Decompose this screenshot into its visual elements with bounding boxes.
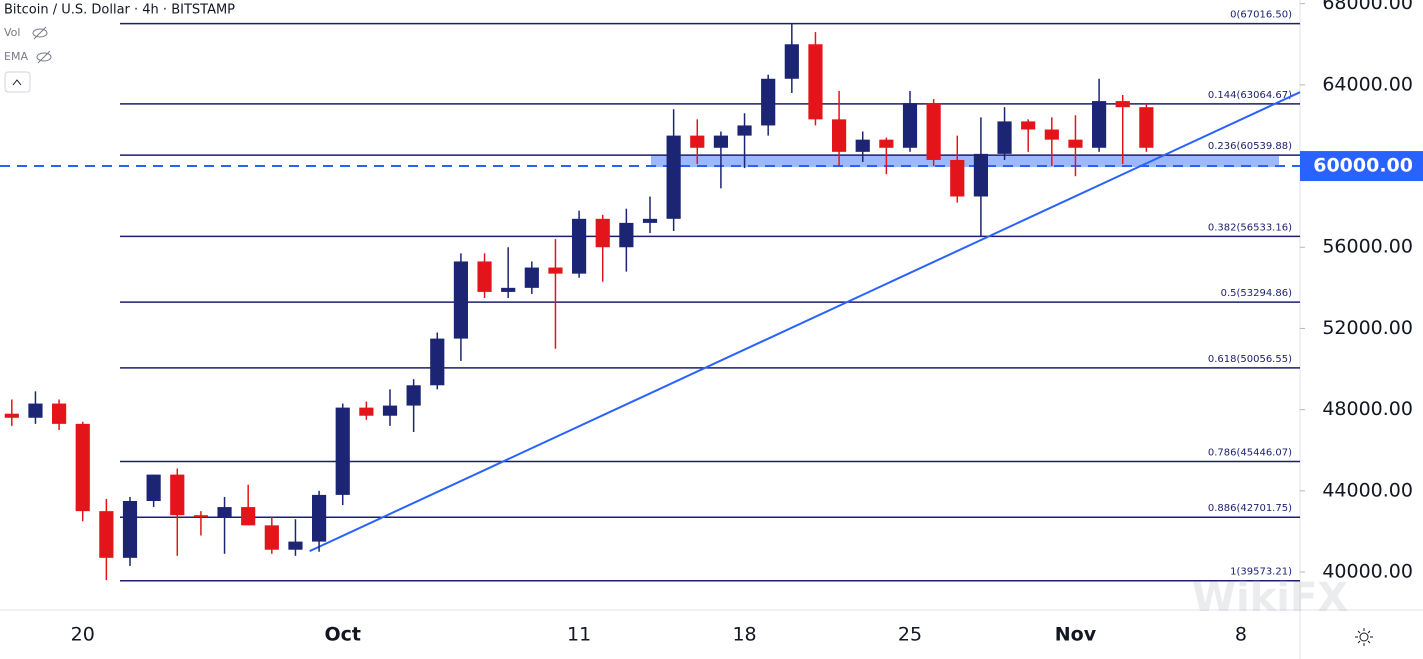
candle-body: [902, 103, 918, 148]
candle-body: [879, 139, 894, 148]
candle-body: [501, 287, 516, 292]
x-tick-label: 11: [567, 624, 591, 646]
candle-body: [855, 139, 870, 152]
candle-body: [52, 403, 67, 424]
candle-body: [28, 403, 43, 418]
candle-body: [642, 218, 658, 223]
candle-body: [973, 153, 988, 197]
plot: 0(67016.50) 0.144(63064.67) 0.236(60539.88…: [0, 10, 1301, 582]
price-label-box: [1300, 151, 1423, 182]
y-tick-label: 64000.00: [1322, 73, 1413, 95]
candle-body: [548, 267, 563, 274]
candle-body: [453, 261, 468, 339]
fib-label: 0.236(60539.88): [1208, 141, 1292, 152]
fib-label: 0.382(56533.16): [1208, 222, 1292, 233]
y-tick-label: 68000.00: [1322, 0, 1413, 14]
x-tick-label: Nov: [1055, 624, 1097, 646]
fib-label: 0.144(63064.67): [1208, 90, 1292, 101]
x-tick-label: 25: [898, 624, 922, 646]
candle-body: [1092, 101, 1107, 148]
y-tick-label: 56000.00: [1322, 236, 1413, 258]
candle-body: [713, 135, 728, 148]
candle-body: [75, 423, 90, 512]
chart-title: Bitcoin / U.S. Dollar · 4h · BITSTAMP: [4, 3, 235, 18]
candle-body: [1139, 107, 1154, 148]
x-tick-label: 20: [71, 624, 95, 646]
candle-body: [926, 103, 941, 160]
candle-body: [170, 474, 185, 516]
indicator-label[interactable]: Vol: [4, 26, 20, 39]
fib-label: 0(67016.50): [1230, 10, 1292, 21]
fib-label: 1(39573.21): [1230, 567, 1292, 578]
candle-body: [359, 407, 374, 416]
candle-body: [193, 515, 208, 518]
candle-body: [595, 218, 610, 248]
candle-body: [406, 385, 421, 406]
candle-body: [430, 338, 445, 386]
candle-body: [312, 494, 327, 542]
candle-body: [1021, 121, 1036, 130]
x-tick-label: 8: [1235, 624, 1247, 646]
candle-body: [761, 78, 776, 126]
fib-label: 0.786(45446.07): [1208, 447, 1292, 458]
y-tick-label: 52000.00: [1322, 317, 1413, 339]
price-label: 60000.00: [1313, 155, 1413, 177]
candle-body: [666, 135, 681, 219]
candle-body: [690, 135, 705, 148]
candle-body: [524, 267, 539, 288]
candle-body: [950, 159, 965, 197]
candle-body: [122, 500, 138, 558]
candle-body: [264, 525, 279, 550]
fib-label: 0.886(42701.75): [1208, 503, 1292, 514]
candle-body: [619, 222, 634, 248]
candle-body: [1115, 101, 1130, 108]
candle-body: [1068, 139, 1083, 148]
collapse-icon: [12, 79, 22, 86]
candle-body: [288, 541, 303, 550]
hide-icon[interactable]: [32, 26, 52, 64]
candle-body: [737, 125, 752, 136]
trendline: [309, 91, 1301, 553]
candle-body: [477, 261, 492, 292]
candle-body: [146, 474, 161, 501]
candle-body: [784, 44, 799, 79]
candle-body: [997, 121, 1012, 154]
candle-body: [99, 511, 114, 558]
candle-body: [808, 44, 823, 120]
indicator-label[interactable]: EMA: [4, 50, 28, 63]
candle-body: [217, 507, 232, 518]
candle-body: [832, 119, 847, 152]
y-tick-label: 40000.00: [1322, 561, 1413, 583]
fib-label: 0.5(53294.86): [1221, 288, 1293, 299]
y-tick-label: 48000.00: [1322, 398, 1413, 420]
candle-body: [1044, 129, 1059, 140]
x-tick-label: 18: [732, 624, 756, 646]
x-tick-label: Oct: [324, 624, 361, 646]
fib-label: 0.618(50056.55): [1208, 354, 1292, 365]
watermark: WikiFX: [1192, 575, 1348, 621]
candle-body: [382, 405, 398, 416]
candle-body: [241, 507, 256, 526]
candle-body: [572, 218, 587, 274]
candle-body: [335, 407, 350, 495]
candle-body: [4, 413, 19, 418]
y-tick-label: 44000.00: [1322, 479, 1413, 501]
settings-icon[interactable]: [1355, 628, 1373, 646]
collapse-button[interactable]: [4, 71, 31, 93]
